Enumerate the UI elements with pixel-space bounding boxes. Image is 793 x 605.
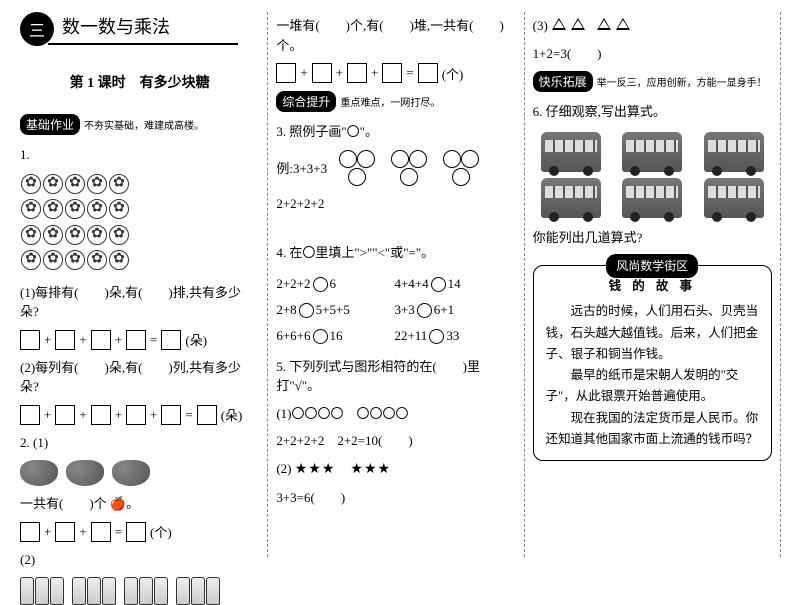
fruit-icon — [112, 460, 150, 486]
story-box: 风尚数学街区 钱 的 故 事 远古的时候，人们用石头、贝壳当钱，石头越大越值钱。… — [533, 265, 772, 461]
q2-number: 2. (1) — [20, 433, 259, 453]
blank-box[interactable] — [91, 405, 111, 425]
blank-box[interactable] — [382, 63, 402, 83]
blank-box[interactable] — [126, 522, 146, 542]
blank-box[interactable] — [55, 522, 75, 542]
bus-icon — [541, 132, 601, 172]
bus-icon — [622, 178, 682, 218]
blank-box[interactable] — [55, 330, 75, 350]
column-1: 三 数一数与乘法 第 1 课时 有多少块糖 基础作业 不夯实基础，难建成高楼。 … — [12, 12, 268, 557]
basic-badge: 基础作业 — [20, 114, 80, 135]
section-basic-header: 基础作业 不夯实基础，难建成高楼。 — [20, 114, 259, 135]
blank-box[interactable] — [276, 63, 296, 83]
unit-label: (朵) — [219, 405, 245, 424]
section-comp-header: 综合提升 重点难点，一网打尽。 — [276, 91, 515, 112]
fruit-icon — [20, 460, 58, 486]
blank-box[interactable] — [55, 405, 75, 425]
q6-text: 6. 仔细观察,写出算式。 — [533, 102, 772, 122]
blank-box[interactable] — [20, 522, 40, 542]
q5-line3: (2) ★★★ ★★★ — [276, 459, 515, 480]
bus-grid — [533, 132, 772, 218]
q6-tail: 你能列出几道算式? — [533, 228, 772, 248]
blank-box[interactable] — [20, 330, 40, 350]
lesson-title: 第 1 课时 有多少块糖 — [20, 72, 259, 92]
circle-group-icon — [391, 150, 427, 186]
story-header-badge: 风尚数学街区 — [606, 254, 698, 278]
story-p3: 现在我国的法定货币是人民币。你还知道其他国家市面上流通的钱币吗？ — [546, 408, 759, 451]
triangle-icon — [616, 18, 630, 30]
column-2: 一堆有( )个,有( )堆,一共有( )个。 + + + = (个) 综合提升 … — [268, 12, 524, 557]
blank-box[interactable] — [20, 405, 40, 425]
comp-note: 重点难点，一网打尽。 — [340, 94, 440, 109]
ext-note: 举一反三，应用创新，方能一显身手！ — [597, 74, 767, 89]
story-p1: 远古的时候，人们用石头、贝壳当钱，石头越大越值钱。后来，人们把金子、银子和铜当作… — [546, 301, 759, 365]
q5-3-triangles: (3) — [533, 16, 772, 36]
bus-icon — [622, 132, 682, 172]
blank-box[interactable] — [161, 405, 181, 425]
compare-blank[interactable] — [313, 277, 328, 292]
q1-row-text: (1)每排有( )朵,有( )排,共有多少朵? — [20, 283, 259, 322]
triangle-icon — [552, 18, 566, 30]
q3-text: 3. 照例子画"〇"。 — [276, 122, 515, 142]
col2-heap-text: 一堆有( )个,有( )堆,一共有( )个。 — [276, 16, 515, 55]
fruit-groups — [20, 460, 259, 486]
can-groups — [20, 577, 259, 605]
chapter-title: 数一数与乘法 — [48, 13, 238, 45]
section-ext-header: 快乐拓展 举一反三，应用创新，方能一显身手！ — [533, 71, 772, 92]
q2-2-label: (2) — [20, 550, 259, 570]
q3-example: 例:3+3+3 — [276, 150, 515, 186]
compare-blank[interactable] — [417, 303, 432, 318]
blank-box[interactable] — [197, 405, 217, 425]
blank-box[interactable] — [91, 330, 111, 350]
blank-box[interactable] — [126, 405, 146, 425]
bus-icon — [704, 178, 764, 218]
q5-line1: (1)〇〇〇〇 〇〇〇〇 — [276, 404, 515, 424]
flower-grid — [20, 173, 259, 275]
basic-note: 不夯实基础，难建成高楼。 — [84, 117, 204, 132]
fruit-icon — [66, 460, 104, 486]
blank-box[interactable] — [91, 522, 111, 542]
compare-blank[interactable] — [299, 303, 314, 318]
star-row-icon: ★★★ ★★★ — [295, 462, 391, 477]
circle-group-icon — [339, 150, 375, 186]
compare-blank[interactable] — [431, 277, 446, 292]
column-3: (3) 1+2=3( ) 快乐拓展 举一反三，应用创新，方能一显身手！ 6. 仔… — [525, 12, 781, 557]
unit-label: (个) — [148, 522, 174, 541]
q5-3-equation: 1+2=3( ) — [533, 44, 772, 64]
blank-box[interactable] — [312, 63, 332, 83]
chapter-header: 三 数一数与乘法 — [20, 12, 259, 46]
bus-icon — [541, 178, 601, 218]
q5-line4: 3+3=6( ) — [276, 488, 515, 508]
story-p2: 最早的纸币是宋朝人发明的"交子"，从此银票开始普遍使用。 — [546, 365, 759, 408]
triangle-icon — [571, 18, 585, 30]
q4-text: 4. 在〇里填上">""<"或"="。 — [276, 243, 515, 263]
example-label: 例:3+3+3 — [276, 158, 327, 177]
q5-line2: 2+2+2+2 2+2=10( ) — [276, 431, 515, 451]
triangle-icon — [597, 18, 611, 30]
blank-box[interactable] — [347, 63, 367, 83]
q3-line2: 2+2+2+2 — [276, 194, 515, 214]
bus-icon — [704, 132, 764, 172]
compare-blank[interactable] — [313, 329, 328, 344]
story-title: 钱 的 故 事 — [546, 276, 759, 297]
q5-text: 5. 下列列式与图形相符的在( )里打"√"。 — [276, 357, 515, 396]
q2-1-text: 一共有( )个 🍎。 — [20, 494, 259, 514]
ext-badge: 快乐拓展 — [533, 71, 593, 92]
q1-col-equation: + + + + = (朵) — [20, 405, 259, 425]
circle-group-icon — [443, 150, 479, 186]
col2-heap-equation: + + + = (个) — [276, 63, 515, 83]
blank-box[interactable] — [418, 63, 438, 83]
q2-1-equation: + + = (个) — [20, 522, 259, 542]
blank-box[interactable] — [126, 330, 146, 350]
comp-badge: 综合提升 — [276, 91, 336, 112]
q1-row-equation: + + + = (朵) — [20, 330, 259, 350]
q1-col-text: (2)每列有( )朵,有( )列,共有多少朵? — [20, 358, 259, 397]
compare-blank[interactable] — [429, 329, 444, 344]
q1-number: 1. — [20, 145, 259, 165]
unit-label: (个) — [440, 64, 466, 83]
unit-label: (朵) — [183, 330, 209, 349]
blank-box[interactable] — [161, 330, 181, 350]
q4-grid: 2+2+26 4+4+414 2+85+5+5 3+36+1 6+6+616 2… — [276, 271, 515, 349]
